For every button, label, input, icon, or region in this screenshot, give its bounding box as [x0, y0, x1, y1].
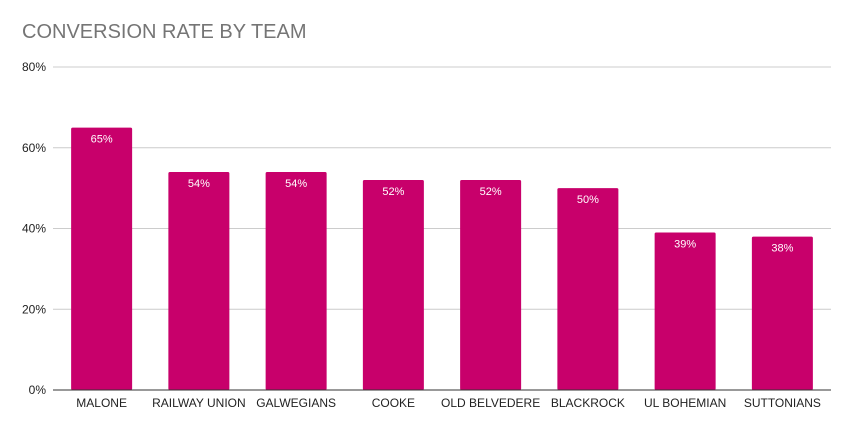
y-tick-label: 20%	[22, 302, 46, 316]
x-tick-label: COOKE	[372, 396, 415, 410]
y-tick-label: 40%	[22, 222, 46, 236]
y-tick-label: 0%	[29, 383, 47, 397]
x-tick-label: GALWEGIANS	[256, 396, 336, 410]
data-label: 54%	[188, 178, 210, 190]
chart-title: CONVERSION RATE BY TEAM	[22, 21, 307, 43]
x-tick-label: OLD BELVEDERE	[441, 396, 540, 410]
data-label: 38%	[771, 243, 793, 255]
data-label: 54%	[285, 178, 307, 190]
x-tick-label: SUTTONIANS	[744, 396, 821, 410]
bar	[71, 127, 133, 390]
x-tick-label: UL BOHEMIAN	[644, 396, 726, 410]
y-tick-label: 60%	[22, 141, 46, 155]
data-label: 50%	[577, 194, 599, 206]
x-tick-label: MALONE	[76, 396, 127, 410]
x-tick-label: RAILWAY UNION	[152, 396, 246, 410]
data-label: 65%	[91, 134, 113, 146]
bar	[654, 232, 716, 390]
data-label: 52%	[480, 186, 502, 198]
y-tick-label: 80%	[22, 60, 46, 74]
bar	[168, 171, 230, 390]
data-label: 52%	[382, 186, 404, 198]
bar	[265, 171, 327, 390]
bar	[557, 188, 619, 390]
bar	[751, 236, 813, 390]
bar	[460, 180, 522, 390]
x-tick-label: BLACKROCK	[551, 396, 625, 410]
bar	[362, 180, 424, 390]
data-label: 39%	[674, 239, 696, 251]
